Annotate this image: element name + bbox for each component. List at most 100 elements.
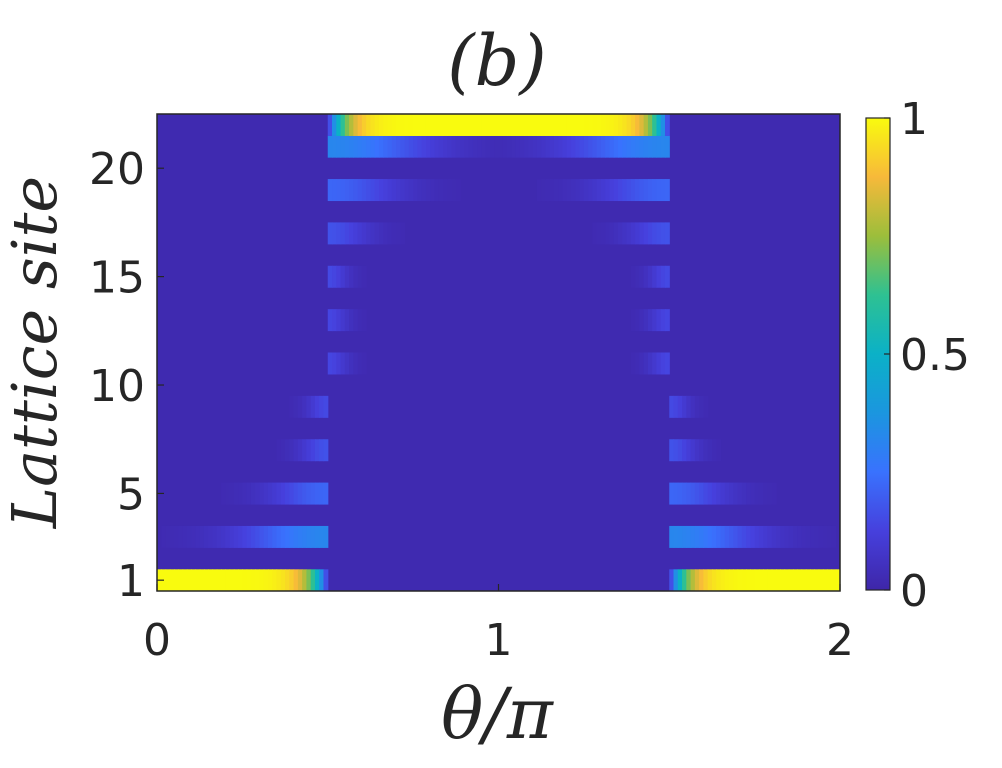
- heatmap-cell: [558, 135, 564, 158]
- heatmap-cell: [536, 179, 542, 202]
- heatmap-cell: [729, 569, 734, 592]
- heatmap-cell: [818, 569, 824, 592]
- heatmap-cell: [396, 135, 401, 158]
- heatmap-cell: [541, 135, 547, 158]
- heatmap-cell: [643, 179, 649, 202]
- heatmap-cell: [536, 114, 542, 136]
- heatmap-cell: [707, 482, 713, 505]
- heatmap-cell: [477, 114, 483, 136]
- heatmap-cell: [575, 114, 581, 136]
- heatmap-cell: [703, 439, 709, 462]
- heatmap-cell: [344, 135, 350, 158]
- heatmap-cell: [733, 482, 739, 505]
- heatmap-cell: [754, 525, 760, 548]
- heatmap-cell: [746, 525, 751, 548]
- heatmap-cell: [336, 265, 342, 288]
- heatmap-cell: [323, 569, 329, 592]
- heatmap-cell: [447, 179, 453, 202]
- heatmap-cell: [408, 135, 414, 158]
- heatmap-cell: [758, 525, 764, 548]
- heatmap-cell: [267, 525, 273, 548]
- heatmap-row-site-11: [327, 352, 670, 375]
- heatmap-cell: [361, 309, 367, 332]
- heatmap-cell: [366, 179, 372, 202]
- heatmap-cell: [754, 482, 760, 505]
- heatmap-cell: [711, 439, 717, 462]
- heatmap-cell: [660, 265, 666, 288]
- heatmap-cell: [618, 135, 623, 158]
- heatmap-cell: [259, 525, 265, 548]
- heatmap-cell: [635, 309, 640, 332]
- heatmap-cell: [656, 309, 662, 332]
- heatmap-cell: [647, 265, 653, 288]
- heatmap-cell: [763, 482, 769, 505]
- heatmap-row-site-9: [289, 395, 709, 418]
- heatmap-cell: [306, 439, 312, 462]
- heatmap-cell: [302, 439, 308, 462]
- heatmap-cell: [758, 482, 764, 505]
- heatmap-cell: [635, 114, 640, 136]
- heatmap-cell: [677, 569, 683, 592]
- heatmap-cell: [353, 265, 359, 288]
- heatmap-cell: [724, 525, 730, 548]
- heatmap-cell: [199, 569, 205, 592]
- heatmap-cell: [613, 135, 619, 158]
- heatmap-cell: [383, 114, 389, 136]
- heatmap-cell: [242, 569, 248, 592]
- heatmap-cell: [741, 569, 747, 592]
- heatmap-cell: [571, 114, 576, 136]
- heatmap-cell: [566, 179, 572, 202]
- heatmap-cell: [677, 439, 683, 462]
- heatmap-cell: [639, 309, 645, 332]
- heatmap-cell: [724, 569, 730, 592]
- heatmap-cell: [332, 265, 337, 288]
- heatmap-cell: [246, 525, 252, 548]
- heatmap-cell: [425, 135, 431, 158]
- heatmap-cell: [357, 135, 363, 158]
- heatmap-cell: [639, 135, 645, 158]
- heatmap-cell: [682, 525, 687, 548]
- heatmap-cell: [605, 179, 611, 202]
- heatmap-cell: [656, 265, 662, 288]
- heatmap-cell: [699, 482, 704, 505]
- heatmap-cell: [605, 135, 611, 158]
- heatmap-cell: [711, 525, 717, 548]
- heatmap-cell: [438, 114, 444, 136]
- heatmap-cell: [481, 114, 487, 136]
- heatmap-cell: [724, 482, 730, 505]
- heatmap-cell: [289, 525, 295, 548]
- heatmap-cell: [323, 395, 329, 418]
- heatmap-cell: [737, 482, 743, 505]
- heatmap-cell: [626, 179, 632, 202]
- heatmap-cell: [464, 135, 470, 158]
- heatmap-cell: [690, 439, 696, 462]
- heatmap-cell: [400, 222, 406, 245]
- heatmap-cell: [835, 569, 841, 592]
- heatmap-cell: [716, 525, 722, 548]
- heatmap-cell: [272, 525, 278, 548]
- heatmap-row-site-5: [221, 482, 777, 505]
- heatmap-cell: [622, 114, 628, 136]
- heatmap-cell: [711, 569, 717, 592]
- heatmap-cell: [259, 569, 265, 592]
- heatmap-cell: [169, 569, 175, 592]
- heatmap-cell: [293, 525, 299, 548]
- heatmap-cell: [349, 222, 354, 245]
- heatmap-cell: [383, 179, 389, 202]
- heatmap-row-site-21: [327, 135, 670, 158]
- heatmap-cell: [767, 482, 773, 505]
- heatmap-cell: [361, 352, 367, 375]
- heatmap-cell: [682, 569, 687, 592]
- heatmap-cell: [780, 525, 786, 548]
- heatmap-cell: [562, 179, 568, 202]
- heatmap-cell: [374, 222, 380, 245]
- heatmap-cell: [652, 179, 658, 202]
- heatmap-cell: [801, 569, 807, 592]
- heatmap-cell: [656, 222, 662, 245]
- heatmap-cell: [639, 265, 645, 288]
- heatmap-cell: [677, 482, 683, 505]
- heatmap-cell: [489, 114, 495, 136]
- heatmap-cell: [263, 569, 269, 592]
- heatmap-cell: [297, 395, 303, 418]
- y-axis-label: Lattice site: [0, 176, 71, 529]
